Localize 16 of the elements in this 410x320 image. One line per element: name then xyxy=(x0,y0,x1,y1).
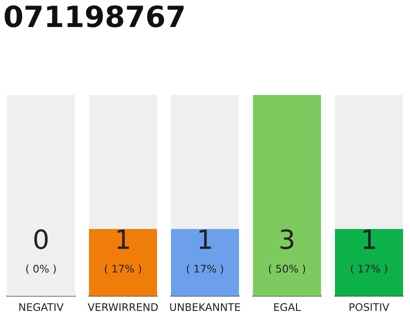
annotation: ( 17% ) xyxy=(104,264,142,274)
data-label: 1 xyxy=(364,230,375,249)
data-label: 1 xyxy=(118,230,129,249)
x-tick-label: EGAL xyxy=(274,303,301,312)
annotation: 0 xyxy=(34,229,48,250)
x-tick-label: UNBEKANNTE xyxy=(170,303,240,312)
data-label: 3 xyxy=(280,229,294,250)
annotation: ( 17% ) xyxy=(186,264,224,274)
annotation: ( 50% ) xyxy=(268,264,306,274)
annotation: ( 17% ) xyxy=(350,264,388,274)
x-tick-label: VERWIRREND xyxy=(88,303,158,311)
annotation: ( 0% ) xyxy=(26,264,56,274)
data-label: 1 xyxy=(200,230,211,249)
chart-title: 071198767 xyxy=(4,5,184,28)
x-tick-label: POSITIV xyxy=(350,303,390,312)
x-tick-label: NEGATIV xyxy=(19,303,64,312)
